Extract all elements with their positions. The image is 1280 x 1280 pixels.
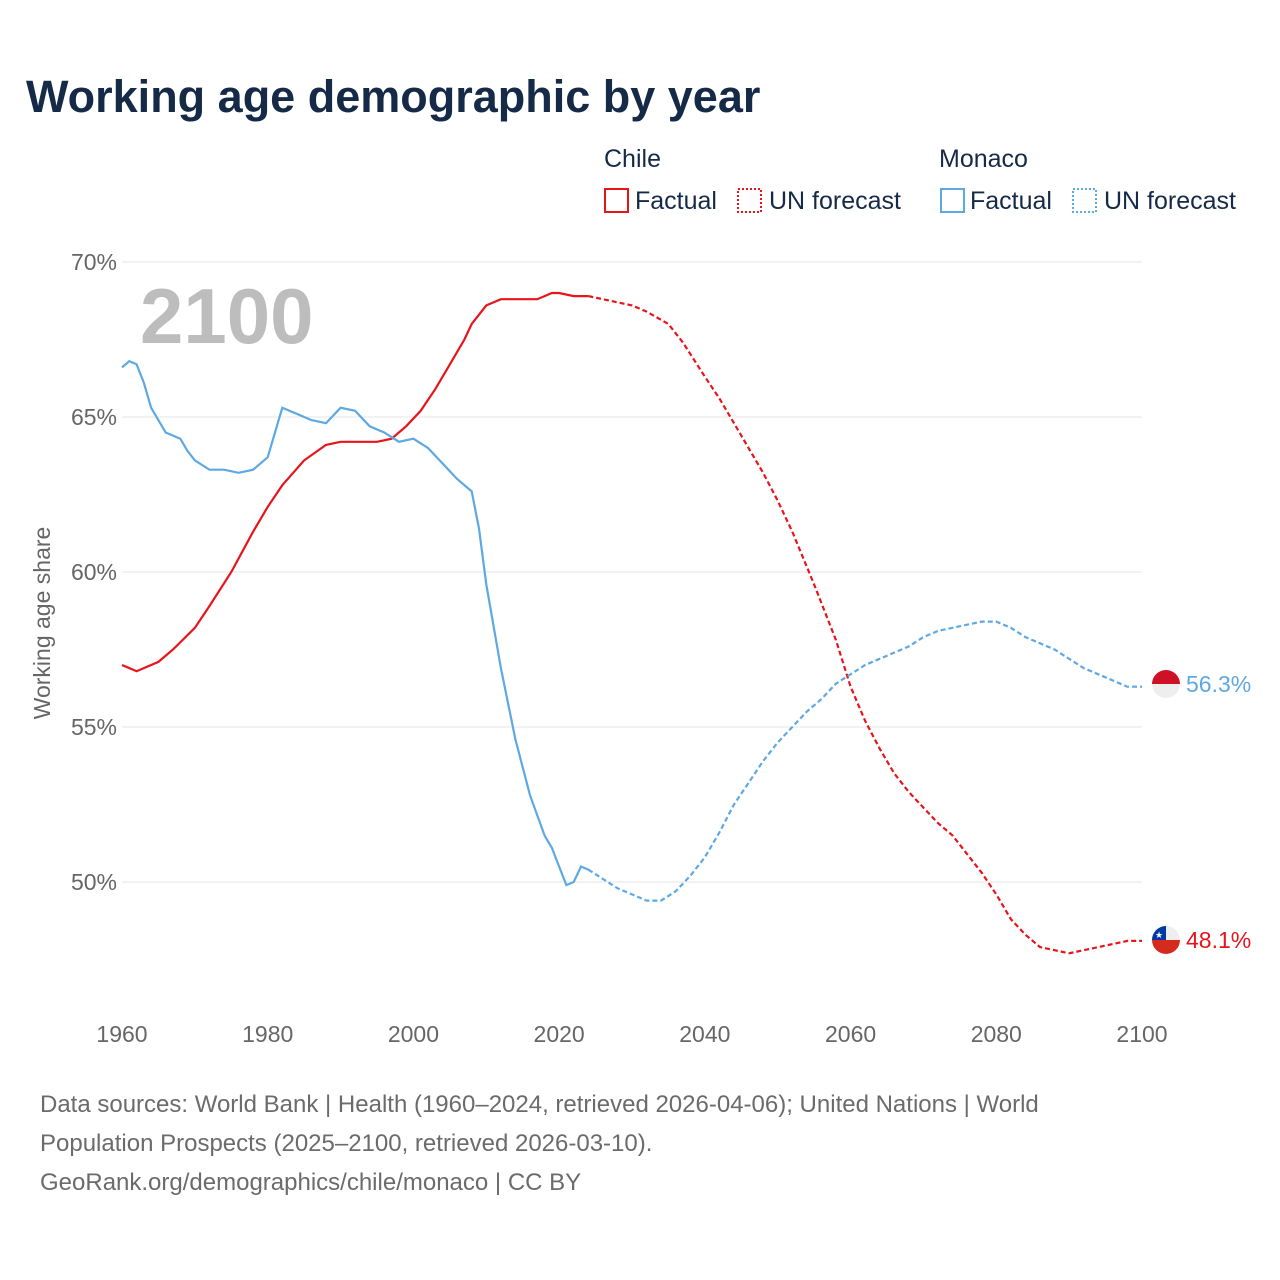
monaco-flag-icon [1152, 670, 1180, 698]
legend-group-monaco: Monaco [939, 145, 1028, 173]
series-monaco-forecast-line [587, 620, 1142, 902]
chart: Working age demographic by year Chile Fa… [26, 71, 1251, 1047]
y-axis-ticks: 50% 55% 60% 65% 70% [71, 249, 117, 895]
legend-label-monaco-forecast: UN forecast [1104, 187, 1236, 215]
x-tick-label-2100: 2100 [1116, 1021, 1167, 1047]
footer-line-1: Data sources: World Bank | Health (1960–… [40, 1091, 1039, 1118]
y-tick-label-65: 65% [71, 404, 117, 430]
legend-group-chile: Chile [604, 145, 661, 173]
series-chile-forecast-line [588, 295, 1142, 955]
current-year-label: 2100 [140, 272, 314, 360]
legend-swatch-chile-factual [604, 188, 629, 213]
legend-swatch-chile-forecast [737, 188, 762, 213]
footer-line-3: GeoRank.org/demographics/chile/monaco | … [40, 1169, 582, 1196]
x-tick-label-1960: 1960 [96, 1021, 147, 1047]
y-tick-label-50: 50% [71, 869, 117, 895]
x-tick-label-2060: 2060 [825, 1021, 876, 1047]
legend-swatch-monaco-forecast [1072, 188, 1097, 213]
monaco-end-marker: 56.3% [1152, 670, 1251, 698]
svg-text:★: ★ [1155, 930, 1163, 940]
x-tick-label-2040: 2040 [679, 1021, 730, 1047]
monaco-end-value: 56.3% [1186, 671, 1251, 697]
chile-flag-icon: ★ [1152, 926, 1180, 954]
x-tick-label-2000: 2000 [388, 1021, 439, 1047]
legend-label-monaco-factual: Factual [970, 187, 1052, 215]
legend-label-chile-forecast: UN forecast [769, 187, 901, 215]
y-axis-label: Working age share [29, 527, 55, 720]
x-tick-label-2080: 2080 [971, 1021, 1022, 1047]
legend: Chile Factual UN forecast Monaco Factual… [604, 145, 1236, 215]
y-tick-label-60: 60% [71, 559, 117, 585]
chile-end-value: 48.1% [1186, 927, 1251, 953]
footer-sources: Data sources: World Bank | Health (1960–… [40, 1085, 1240, 1202]
footer-line-2: Population Prospects (2025–2100, retriev… [40, 1130, 653, 1157]
series-chile-factual-line [121, 291, 589, 673]
legend-swatch-monaco-factual [940, 188, 965, 213]
x-tick-label-1980: 1980 [242, 1021, 293, 1047]
gridlines [122, 261, 1142, 883]
x-axis-ticks: 1960 1980 2000 2020 2040 2060 2080 2100 [96, 1021, 1167, 1047]
legend-label-chile-factual: Factual [635, 187, 717, 215]
series-monaco-factual-line [121, 359, 589, 887]
series-lines [121, 291, 1142, 955]
chile-end-marker: ★ 48.1% [1152, 926, 1251, 954]
y-tick-label-55: 55% [71, 714, 117, 740]
x-tick-label-2020: 2020 [534, 1021, 585, 1047]
y-tick-label-70: 70% [71, 249, 117, 275]
chart-title: Working age demographic by year [26, 71, 760, 122]
